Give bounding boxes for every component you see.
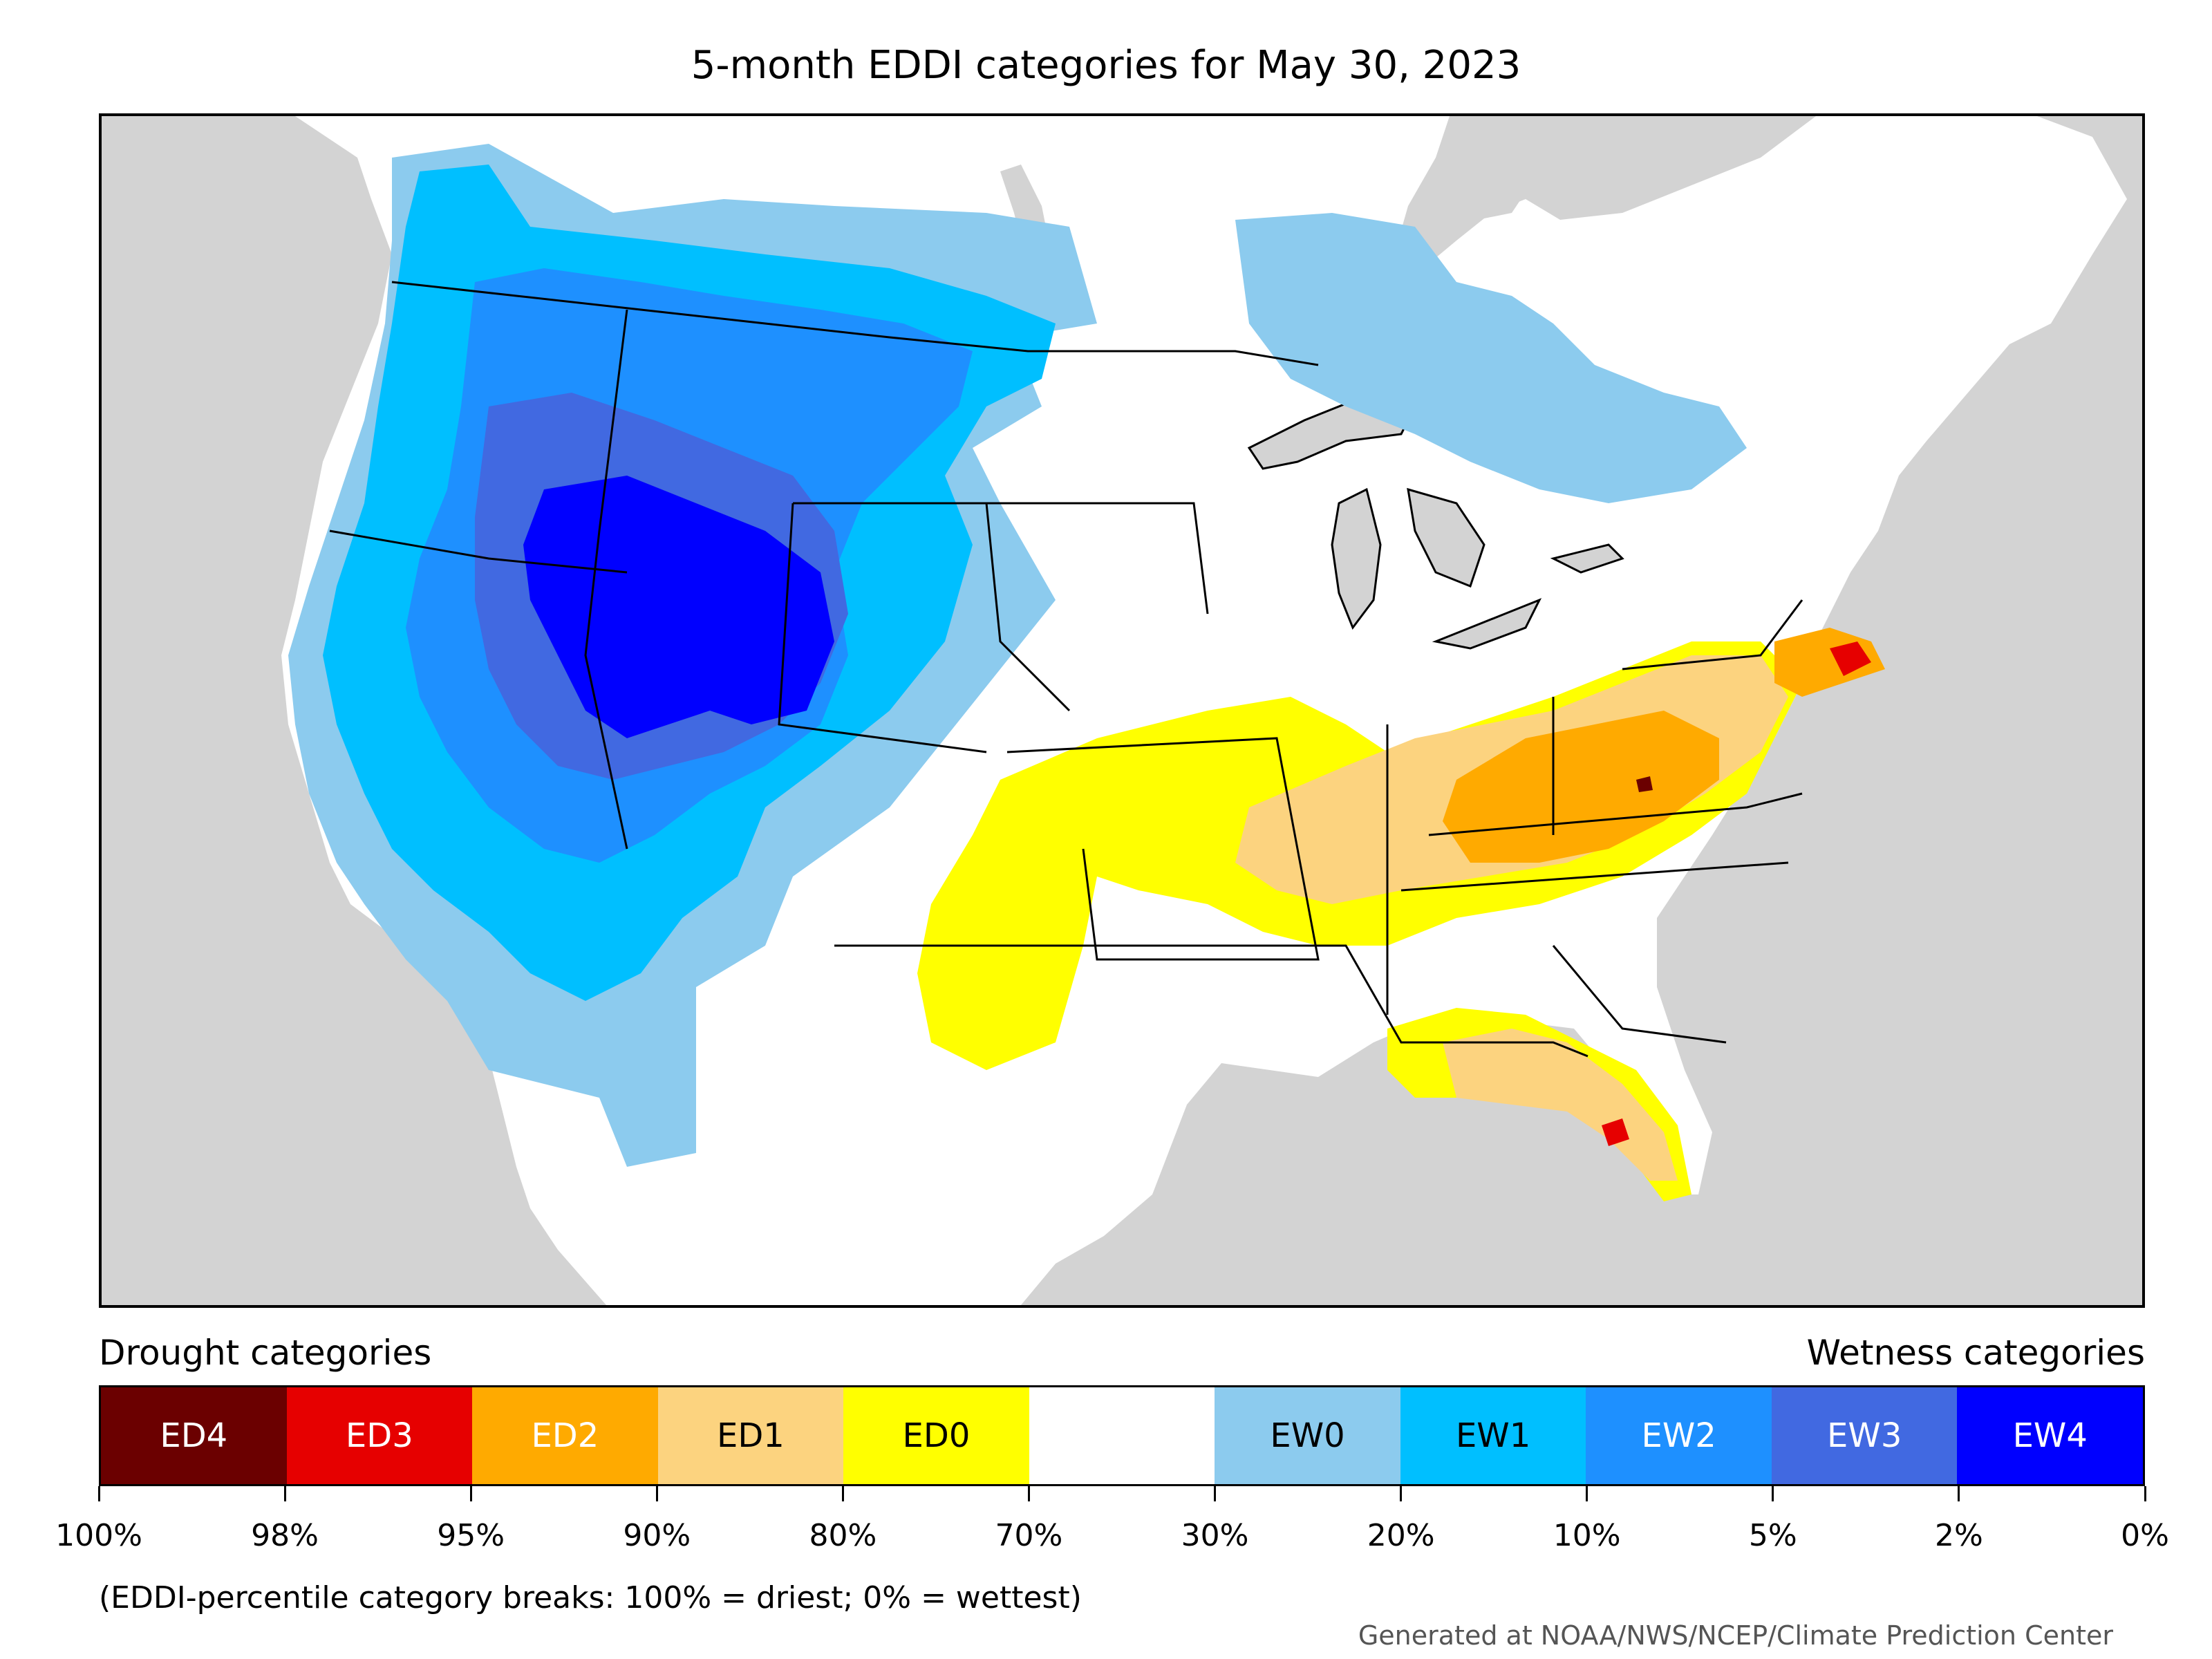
colorbar-tick-label: 100%: [55, 1518, 142, 1553]
colorbar-tick-label: 5%: [1748, 1518, 1797, 1553]
hudson-bay-edge: [1450, 116, 1539, 220]
colorbar-tick: [469, 1486, 472, 1501]
colorbar-swatch: ED1: [657, 1387, 844, 1484]
colorbar-tick: [97, 1486, 100, 1501]
colorbar-swatch: [1029, 1387, 1215, 1484]
colorbar-tick-label: 20%: [1367, 1518, 1435, 1553]
ed3-new-england: [1830, 641, 1871, 676]
lake-erie: [1432, 598, 1542, 650]
colorbar-swatch: EW1: [1400, 1387, 1586, 1484]
map-title: 5-month EDDI categories for May 30, 2023: [691, 43, 1521, 88]
colorbar-tick: [1027, 1486, 1030, 1501]
colorbar-tick: [655, 1486, 658, 1501]
colorbar-tick: [1772, 1486, 1774, 1501]
wetness-categories-label: Wetness categories: [1806, 1333, 2145, 1373]
ew4-west: [523, 476, 834, 738]
category-colorbar: ED4 ED3 ED2 ED1 ED0 EW0 EW1 EW2 EW3 EW4: [99, 1385, 2145, 1486]
colorbar-swatch: ED3: [286, 1387, 473, 1484]
credit-text: Generated at NOAA/NWS/NCEP/Climate Predi…: [1358, 1620, 2113, 1651]
lake-michigan: [1331, 487, 1382, 630]
colorbar-tick: [2144, 1486, 2146, 1501]
colorbar-tick-label: 90%: [623, 1518, 691, 1553]
map-canvas: [281, 116, 2127, 1305]
ew1-canada-east: [1235, 213, 1747, 503]
ed3-florida: [1602, 1118, 1629, 1146]
colorbar-tick-label: 80%: [809, 1518, 877, 1553]
lake-ontario: [1550, 543, 1624, 574]
colorbar-tick: [283, 1486, 286, 1501]
colorbar-tick-label: 95%: [437, 1518, 505, 1553]
colorbar-tick-label: 10%: [1553, 1518, 1621, 1553]
ed4-virginia: [1636, 776, 1653, 792]
colorbar-tick: [1958, 1486, 1960, 1501]
colorbar-tick-label: 70%: [995, 1518, 1063, 1553]
colorbar-tick: [1586, 1486, 1588, 1501]
colorbar-tick: [1400, 1486, 1403, 1501]
eddi-map: [99, 113, 2145, 1308]
ed2-ohio-valley: [1443, 711, 1719, 863]
percentile-note: (EDDI-percentile category breaks: 100% =…: [99, 1580, 1082, 1615]
colorbar-tick-label: 30%: [1181, 1518, 1249, 1553]
colorbar-swatch: ED2: [472, 1387, 658, 1484]
colorbar-swatch: EW3: [1771, 1387, 1958, 1484]
colorbar-tick: [841, 1486, 844, 1501]
colorbar-swatch: EW2: [1586, 1387, 1772, 1484]
lake-huron: [1407, 487, 1485, 588]
colorbar-tick-label: 2%: [1935, 1518, 1983, 1553]
colorbar-swatch: EW0: [1215, 1387, 1400, 1484]
colorbar-swatch: ED4: [101, 1387, 287, 1484]
colorbar-tick: [1214, 1486, 1217, 1501]
colorbar-tick-label: 98%: [251, 1518, 319, 1553]
drought-categories-label: Drought categories: [99, 1333, 432, 1373]
colorbar-tick-label: 0%: [2121, 1518, 2169, 1553]
colorbar-swatch: ED0: [843, 1387, 1029, 1484]
colorbar-swatch: EW4: [1957, 1387, 2144, 1484]
political-borders: [329, 281, 1803, 1058]
